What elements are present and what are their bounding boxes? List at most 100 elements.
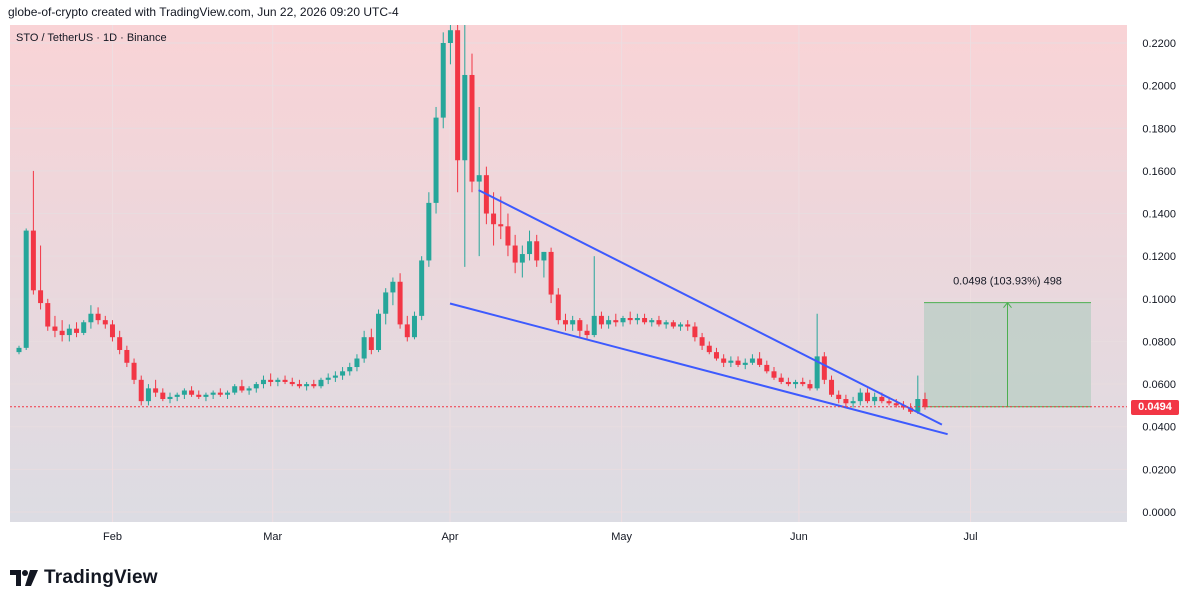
candle-body: [282, 379, 288, 382]
candle: [512, 234, 518, 274]
candle-body: [462, 74, 468, 161]
candle-body: [347, 367, 353, 372]
x-tick-label: Mar: [263, 531, 282, 543]
candle: [555, 288, 561, 325]
candle-body: [692, 326, 698, 338]
candle: [706, 341, 712, 355]
candle-body: [821, 356, 827, 380]
candle-body: [843, 399, 849, 404]
candle-body: [203, 394, 209, 397]
candle-body: [138, 379, 144, 402]
candle: [541, 251, 547, 278]
candle-body: [404, 324, 410, 338]
candle-body: [541, 251, 547, 261]
candle: [843, 394, 849, 408]
candle: [160, 388, 166, 402]
candle: [915, 375, 921, 414]
candle-body: [685, 324, 691, 327]
measure-arrow-head: [1003, 301, 1012, 308]
candle: [239, 379, 245, 393]
candle: [584, 324, 590, 340]
candle-body: [512, 245, 518, 263]
candle: [922, 392, 928, 410]
candle-body: [109, 324, 115, 338]
x-tick-label: Apr: [441, 531, 458, 543]
candle: [699, 332, 705, 350]
measure-label: 0.0498 (103.93%) 498: [953, 276, 1062, 288]
candle: [289, 377, 295, 387]
candle-body: [23, 230, 29, 348]
candle: [225, 390, 231, 400]
candle-body: [397, 281, 403, 325]
candle-body: [145, 388, 151, 402]
candle-body: [30, 230, 36, 291]
candle-body: [771, 371, 777, 378]
candle-body: [332, 375, 338, 378]
x-tick-label: Feb: [103, 531, 122, 543]
candle: [598, 311, 604, 329]
candle-body: [167, 396, 173, 400]
trendlines[interactable]: [449, 189, 948, 436]
candle-body: [153, 388, 159, 393]
candle: [347, 362, 353, 376]
candle-body: [706, 345, 712, 353]
candle: [491, 192, 497, 246]
last-price-label: 0.0494: [1131, 400, 1179, 415]
candle-body: [340, 371, 346, 376]
candle-body: [562, 320, 568, 325]
candle: [721, 354, 727, 368]
candle-body: [189, 390, 195, 395]
candle-body: [713, 352, 719, 359]
candle-body: [239, 386, 245, 391]
candle: [764, 360, 770, 374]
candle: [268, 373, 274, 387]
candle: [519, 245, 525, 278]
candle-body: [275, 379, 281, 382]
candle: [311, 379, 317, 389]
candle: [30, 170, 36, 295]
candle-body: [814, 356, 820, 389]
candle: [548, 247, 554, 304]
candle-body: [606, 320, 612, 325]
grid-lines: [10, 25, 1127, 522]
candle: [282, 375, 288, 385]
candle-body: [318, 379, 324, 387]
candle-body: [807, 384, 813, 389]
candle-body: [498, 224, 504, 227]
candle: [74, 322, 80, 338]
candle: [771, 367, 777, 380]
candle: [821, 352, 827, 385]
candle-body: [88, 313, 94, 323]
time-axis[interactable]: Feb Mar Apr May Jun Jul: [103, 531, 978, 543]
candle: [45, 298, 51, 331]
candle-body: [699, 337, 705, 346]
candle: [426, 192, 432, 267]
candle: [440, 32, 446, 129]
candle-body: [16, 347, 22, 353]
candle: [174, 392, 180, 402]
tradingview-brand[interactable]: TradingView: [10, 567, 158, 589]
candle-body: [383, 292, 389, 314]
candle-body: [59, 330, 65, 336]
candle: [793, 379, 799, 389]
candle: [16, 345, 22, 355]
candle-body: [210, 392, 216, 395]
y-tick-label: 0.0400: [1142, 422, 1176, 434]
candle-body: [376, 313, 382, 350]
candle-body: [829, 379, 835, 395]
candle-body: [102, 320, 108, 325]
candle: [778, 373, 784, 385]
symbol-legend[interactable]: STO / TetherUS · 1D · Binance: [16, 32, 167, 44]
candle-body: [678, 324, 684, 327]
trendline-lower[interactable]: [449, 302, 948, 436]
candle: [620, 315, 626, 327]
candle-body: [663, 322, 669, 325]
candle-body: [217, 392, 223, 395]
candle: [340, 367, 346, 380]
candle: [210, 390, 216, 400]
price-axis[interactable]: 0.2200 0.2000 0.1800 0.1600 0.1400 0.1200 0.10…: [1142, 38, 1176, 519]
x-tick-label: Jun: [790, 531, 808, 543]
trendline-upper[interactable]: [478, 189, 943, 426]
candle-body: [411, 315, 417, 338]
